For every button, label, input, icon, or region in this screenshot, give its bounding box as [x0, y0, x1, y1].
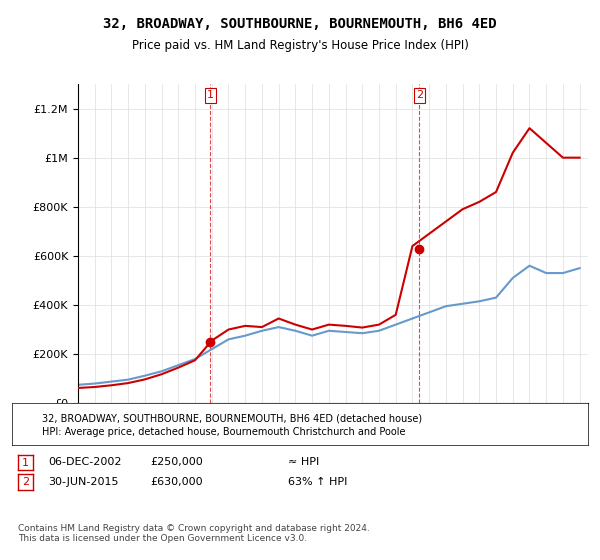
- Text: HPI: Average price, detached house, Bournemouth Christchurch and Poole: HPI: Average price, detached house, Bour…: [42, 427, 406, 437]
- Text: 1: 1: [207, 90, 214, 100]
- Text: Price paid vs. HM Land Registry's House Price Index (HPI): Price paid vs. HM Land Registry's House …: [131, 39, 469, 52]
- Text: ≈ HPI: ≈ HPI: [288, 457, 319, 467]
- Text: 30-JUN-2015: 30-JUN-2015: [48, 477, 119, 487]
- Text: 06-DEC-2002: 06-DEC-2002: [48, 457, 121, 467]
- Text: 2: 2: [416, 90, 423, 100]
- Text: 32, BROADWAY, SOUTHBOURNE, BOURNEMOUTH, BH6 4ED: 32, BROADWAY, SOUTHBOURNE, BOURNEMOUTH, …: [103, 17, 497, 31]
- Text: 32, BROADWAY, SOUTHBOURNE, BOURNEMOUTH, BH6 4ED (detached house): 32, BROADWAY, SOUTHBOURNE, BOURNEMOUTH, …: [42, 413, 422, 423]
- Text: 63% ↑ HPI: 63% ↑ HPI: [288, 477, 347, 487]
- Text: 2: 2: [22, 477, 29, 487]
- Text: 1: 1: [22, 458, 29, 468]
- Text: £250,000: £250,000: [150, 457, 203, 467]
- Text: £630,000: £630,000: [150, 477, 203, 487]
- Text: Contains HM Land Registry data © Crown copyright and database right 2024.
This d: Contains HM Land Registry data © Crown c…: [18, 524, 370, 543]
